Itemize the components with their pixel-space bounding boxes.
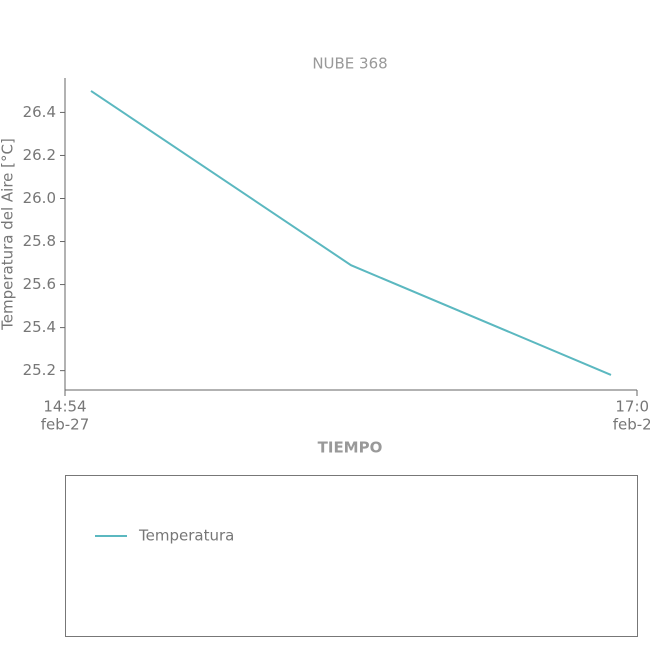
y-tick-label: 25.2 [23,361,56,379]
legend-box [65,475,638,637]
y-tick-label: 25.8 [23,232,56,250]
y-axis-label: Temperatura del Aire [°C] [0,138,17,331]
x-tick-label: 14:54 [43,398,86,416]
chart-title: NUBE 368 [312,55,387,73]
y-tick-label: 26.4 [23,103,56,121]
y-tick-label: 25.4 [23,318,56,336]
x-tick-date: feb-27 [613,416,650,434]
x-axis-label: TIEMPO [318,439,383,457]
legend-label: Temperatura [138,527,234,545]
x-tick-date: feb-27 [41,416,90,434]
y-tick-label: 26.2 [23,146,56,164]
line [90,90,612,376]
y-tick-label: 26.0 [23,189,56,207]
y-tick-label: 25.6 [23,275,56,293]
x-tick-label: 17:06 [615,398,650,416]
